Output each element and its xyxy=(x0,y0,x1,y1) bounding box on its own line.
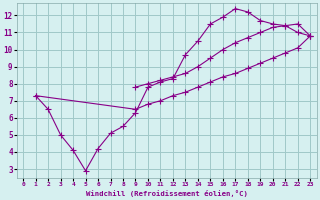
X-axis label: Windchill (Refroidissement éolien,°C): Windchill (Refroidissement éolien,°C) xyxy=(86,190,248,197)
